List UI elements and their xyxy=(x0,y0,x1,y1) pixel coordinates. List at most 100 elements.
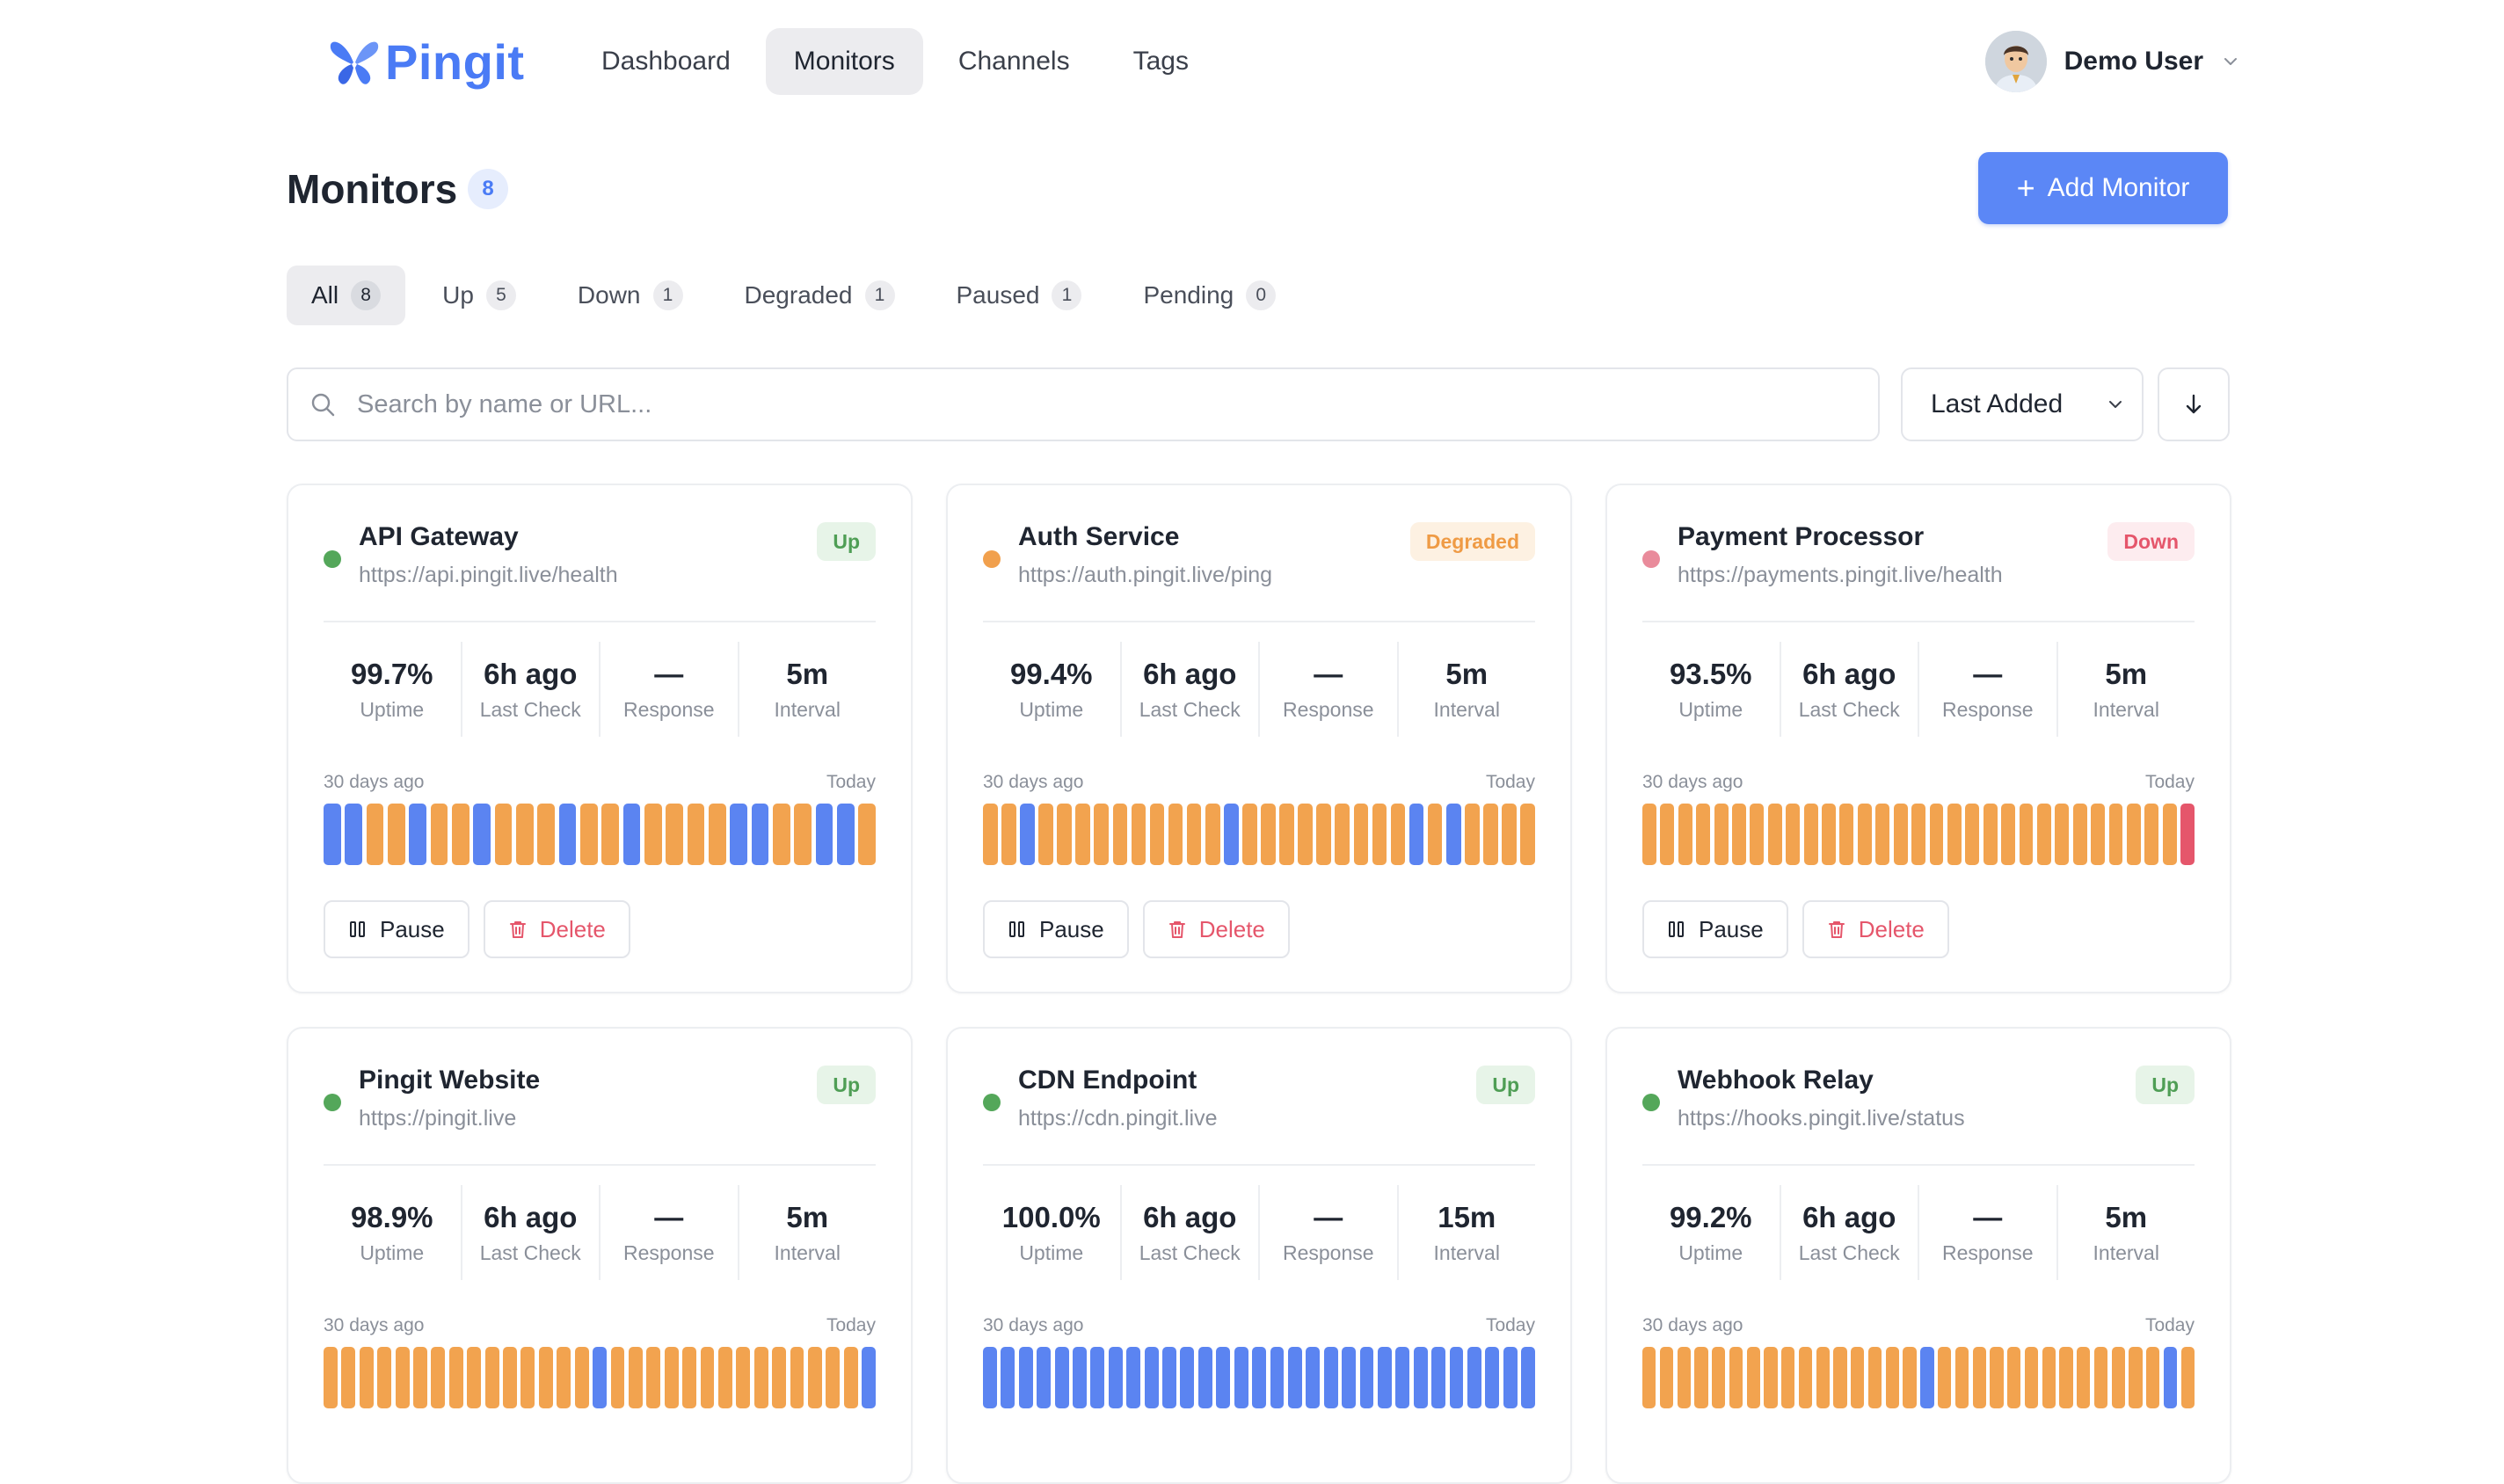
history-bar[interactable] xyxy=(1180,1347,1195,1408)
history-bar[interactable] xyxy=(1954,1347,1969,1408)
history-bar[interactable] xyxy=(601,804,620,865)
history-bar[interactable] xyxy=(1781,1347,1795,1408)
history-bar[interactable] xyxy=(1920,1347,1934,1408)
history-bar[interactable] xyxy=(730,804,748,865)
history-bar[interactable] xyxy=(862,1347,877,1408)
history-bar[interactable] xyxy=(2108,804,2123,865)
history-bar[interactable] xyxy=(345,804,363,865)
history-bar[interactable] xyxy=(1983,804,1998,865)
history-bar[interactable] xyxy=(983,1347,997,1408)
history-bar[interactable] xyxy=(682,1347,697,1408)
history-bar[interactable] xyxy=(1131,804,1146,865)
history-bar[interactable] xyxy=(790,1347,804,1408)
history-bar[interactable] xyxy=(2019,804,2034,865)
history-bar[interactable] xyxy=(1750,804,1765,865)
history-bar[interactable] xyxy=(2024,1347,2039,1408)
history-bar[interactable] xyxy=(409,804,427,865)
history-bar[interactable] xyxy=(2180,804,2195,865)
history-bar[interactable] xyxy=(1001,804,1016,865)
history-bar[interactable] xyxy=(359,1347,374,1408)
history-bar[interactable] xyxy=(1714,804,1729,865)
history-bar[interactable] xyxy=(815,804,833,865)
history-bar[interactable] xyxy=(1427,804,1443,865)
pause-button[interactable]: Pause xyxy=(1642,900,1788,958)
history-bar[interactable] xyxy=(1377,1347,1392,1408)
history-bar[interactable] xyxy=(1090,1347,1105,1408)
history-bar[interactable] xyxy=(1298,804,1313,865)
history-bar[interactable] xyxy=(753,1347,768,1408)
history-bar[interactable] xyxy=(2077,1347,2091,1408)
history-bar[interactable] xyxy=(579,804,598,865)
history-bar[interactable] xyxy=(1885,1347,1899,1408)
sort-select[interactable]: Last Added xyxy=(1901,367,2144,441)
delete-button[interactable]: Delete xyxy=(1142,900,1290,958)
history-bar[interactable] xyxy=(1678,804,1692,865)
history-bar[interactable] xyxy=(1216,1347,1231,1408)
history-bar[interactable] xyxy=(2093,1347,2108,1408)
history-bar[interactable] xyxy=(1037,1347,1052,1408)
monitor-name[interactable]: CDN Endpoint xyxy=(1018,1066,1197,1095)
history-bar[interactable] xyxy=(377,1347,392,1408)
history-bar[interactable] xyxy=(1485,1347,1500,1408)
history-bar[interactable] xyxy=(644,804,662,865)
history-bar[interactable] xyxy=(1186,804,1202,865)
history-bar[interactable] xyxy=(2146,1347,2160,1408)
user-menu[interactable]: Demo User xyxy=(1984,28,2240,95)
history-bar[interactable] xyxy=(1431,1347,1446,1408)
history-bar[interactable] xyxy=(1168,804,1183,865)
history-bar[interactable] xyxy=(1893,804,1908,865)
history-bar[interactable] xyxy=(557,1347,571,1408)
history-bar[interactable] xyxy=(1822,804,1836,865)
history-bar[interactable] xyxy=(628,1347,643,1408)
history-bar[interactable] xyxy=(1816,1347,1830,1408)
history-bar[interactable] xyxy=(503,1347,517,1408)
history-bar[interactable] xyxy=(1965,804,1980,865)
history-bar[interactable] xyxy=(1947,804,1962,865)
history-bar[interactable] xyxy=(646,1347,661,1408)
history-bar[interactable] xyxy=(1372,804,1387,865)
history-bar[interactable] xyxy=(1929,804,1944,865)
history-bar[interactable] xyxy=(448,1347,463,1408)
history-bar[interactable] xyxy=(1126,1347,1141,1408)
history-bar[interactable] xyxy=(1911,804,1925,865)
filter-tab-pending[interactable]: Pending 0 xyxy=(1118,266,1300,325)
history-bar[interactable] xyxy=(387,804,405,865)
history-bar[interactable] xyxy=(1732,804,1746,865)
history-bar[interactable] xyxy=(2042,1347,2056,1408)
history-bar[interactable] xyxy=(1867,1347,1882,1408)
history-bar[interactable] xyxy=(687,804,705,865)
filter-tab-down[interactable]: Down 1 xyxy=(553,266,708,325)
sort-direction-button[interactable] xyxy=(2158,367,2230,441)
history-bar[interactable] xyxy=(2072,804,2087,865)
history-bar[interactable] xyxy=(794,804,812,865)
history-bar[interactable] xyxy=(1270,1347,1285,1408)
monitor-card[interactable]: Auth Service https://auth.pingit.live/pi… xyxy=(946,484,1572,993)
monitor-card[interactable]: API Gateway https://api.pingit.live/heal… xyxy=(287,484,913,993)
history-bar[interactable] xyxy=(413,1347,427,1408)
monitor-name[interactable]: Pingit Website xyxy=(359,1066,541,1095)
history-bar[interactable] xyxy=(494,804,513,865)
history-bar[interactable] xyxy=(2129,1347,2143,1408)
history-bar[interactable] xyxy=(1390,804,1406,865)
history-bar[interactable] xyxy=(1677,1347,1691,1408)
history-bar[interactable] xyxy=(1057,804,1072,865)
history-bar[interactable] xyxy=(1798,1347,1813,1408)
history-bar[interactable] xyxy=(515,804,534,865)
history-bar[interactable] xyxy=(666,804,684,865)
history-bar[interactable] xyxy=(324,804,341,865)
history-bar[interactable] xyxy=(1972,1347,1986,1408)
history-bar[interactable] xyxy=(1073,1347,1087,1408)
history-bar[interactable] xyxy=(1839,804,1854,865)
pause-button[interactable]: Pause xyxy=(324,900,470,958)
history-bar[interactable] xyxy=(1054,1347,1069,1408)
history-bar[interactable] xyxy=(538,1347,553,1408)
history-bar[interactable] xyxy=(1413,1347,1428,1408)
history-bar[interactable] xyxy=(366,804,384,865)
history-bar[interactable] xyxy=(1224,804,1239,865)
history-bar[interactable] xyxy=(2001,804,2016,865)
history-bar[interactable] xyxy=(537,804,556,865)
history-bar[interactable] xyxy=(2111,1347,2125,1408)
history-bar[interactable] xyxy=(1342,1347,1357,1408)
pause-button[interactable]: Pause xyxy=(983,900,1129,958)
history-bar[interactable] xyxy=(1075,804,1090,865)
